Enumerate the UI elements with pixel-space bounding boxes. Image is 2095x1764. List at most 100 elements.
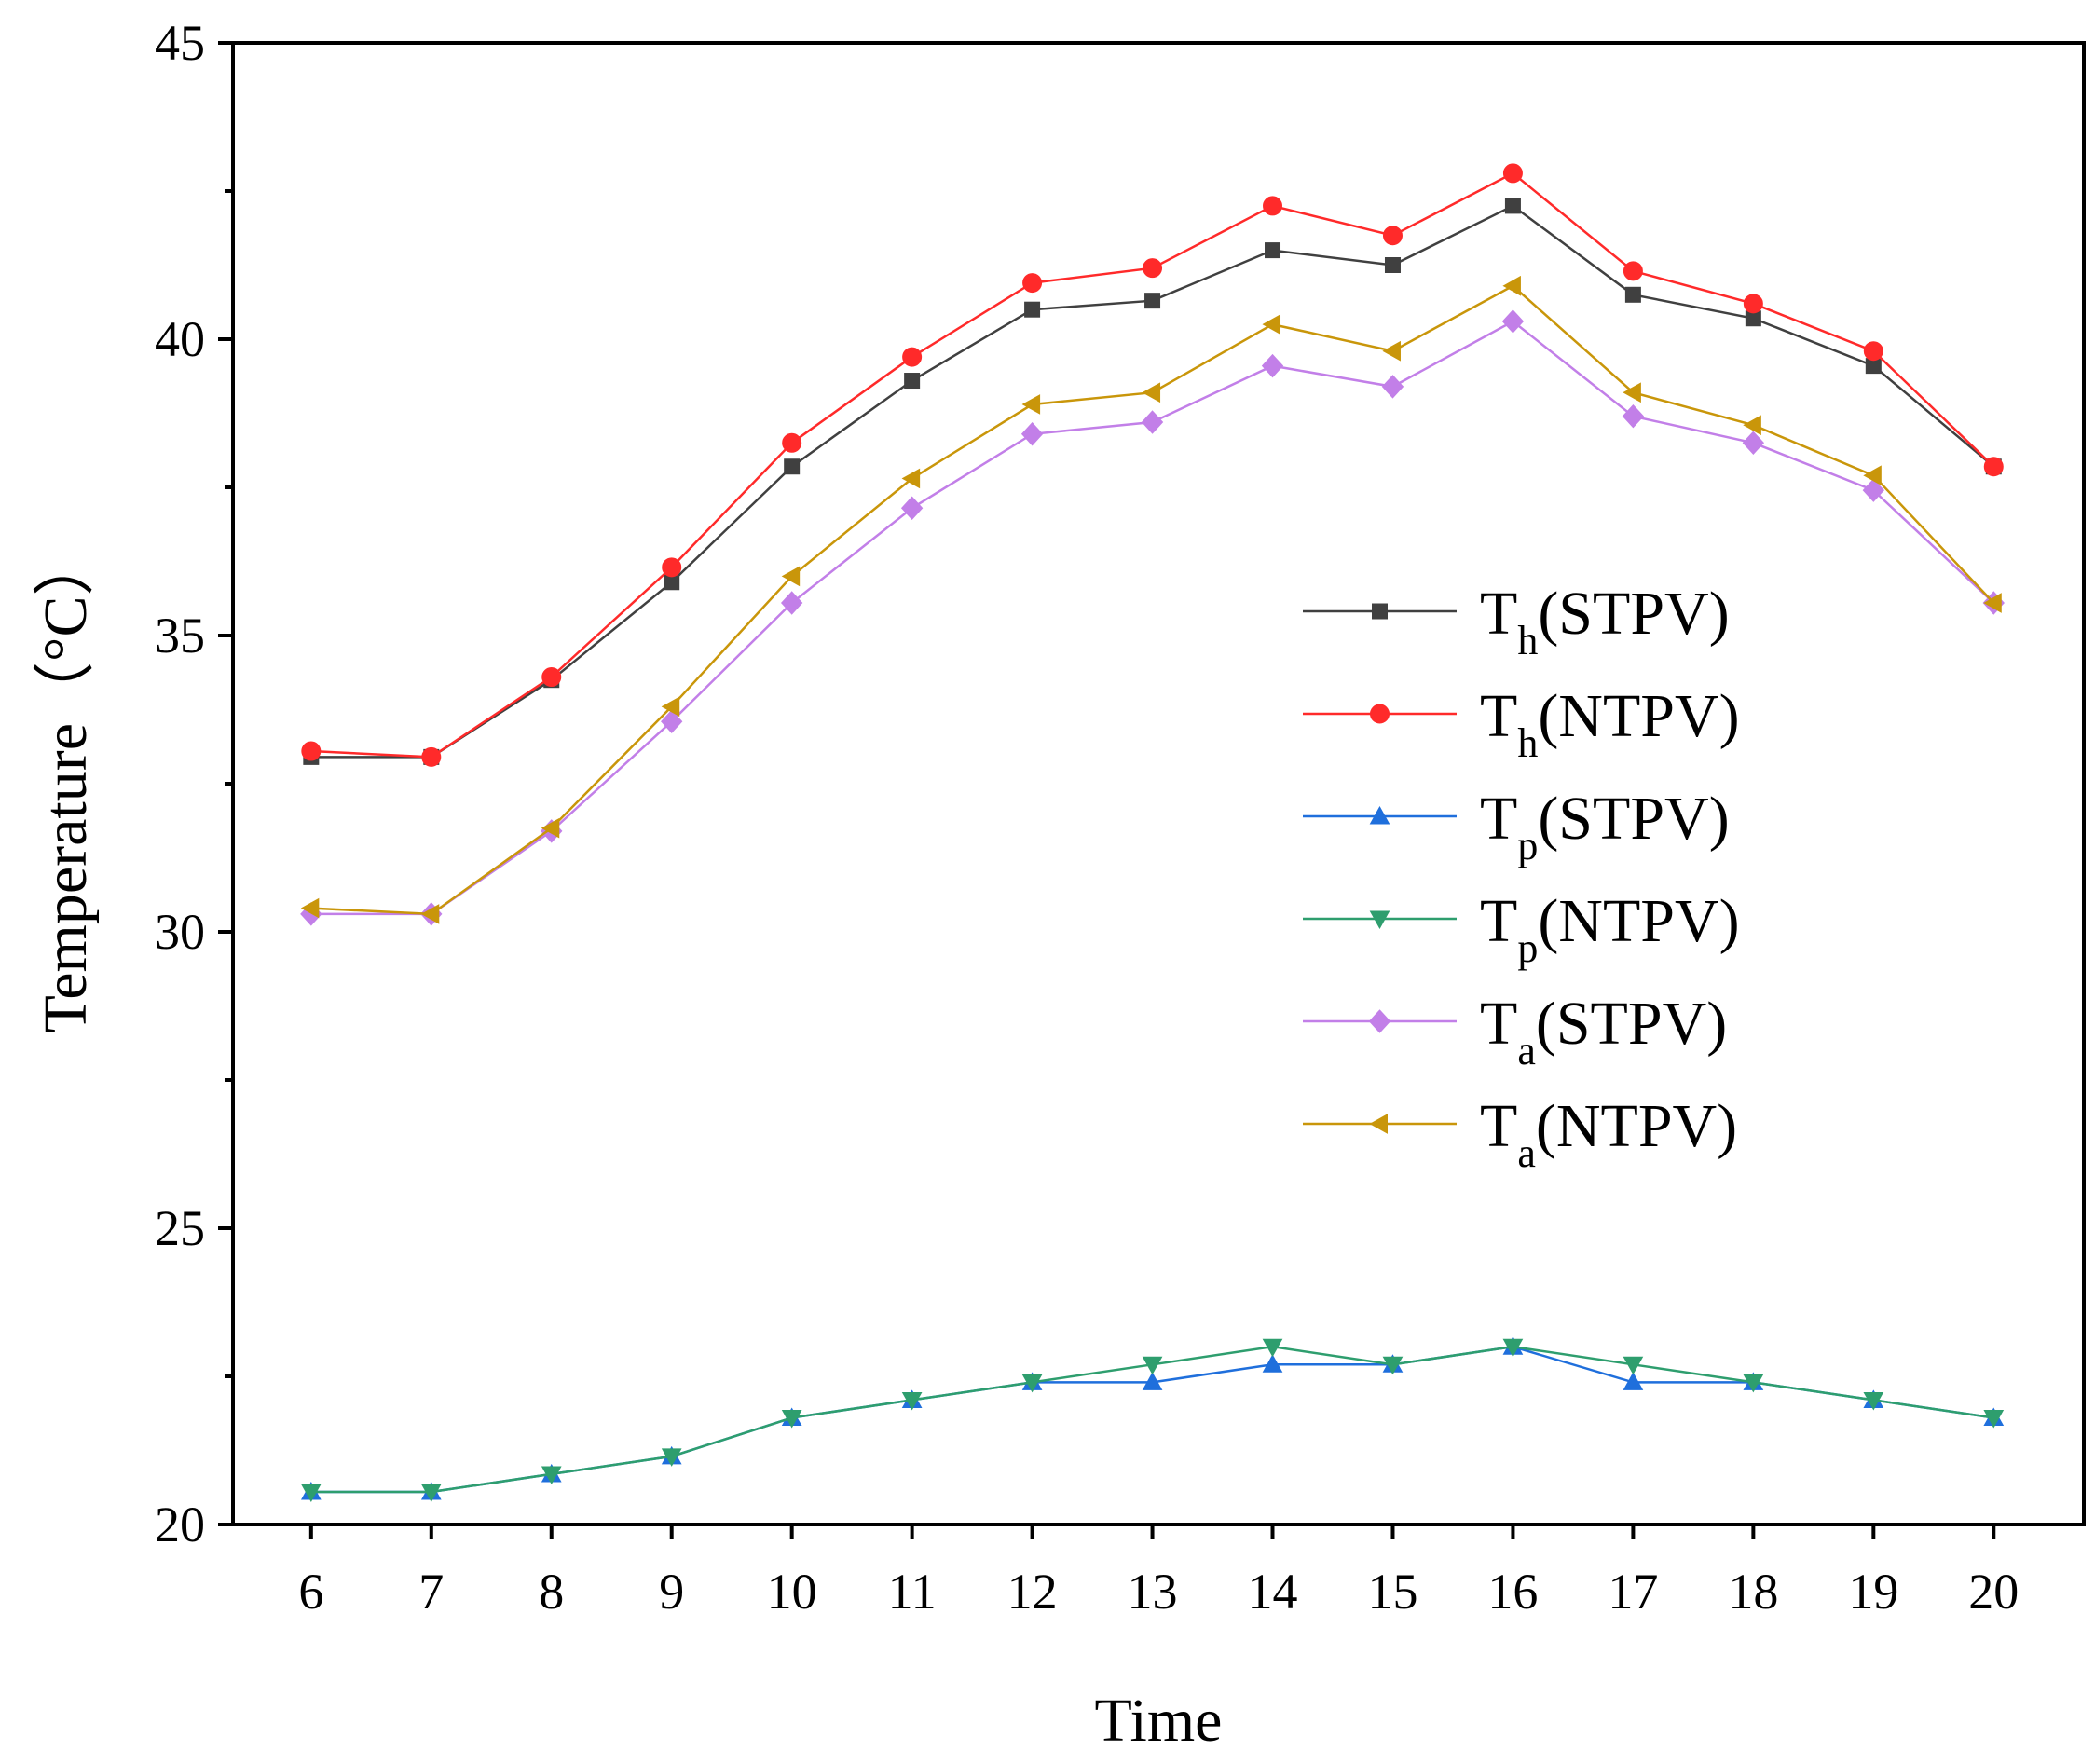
data-point	[1142, 1356, 1163, 1375]
data-point	[902, 347, 923, 367]
data-point	[1022, 273, 1043, 294]
legend: Th(STPV) Th(NTPV) Tp(STPV) Tp(NTPV) Ta(STPV)…	[1303, 580, 1740, 1176]
data-point	[1624, 286, 1641, 303]
data-point	[900, 496, 924, 520]
legend-label: Ta(NTPV)	[1480, 1092, 1737, 1176]
series-layer	[300, 163, 2005, 1503]
data-point	[300, 1484, 322, 1503]
data-point	[782, 432, 802, 453]
data-point	[1862, 478, 1884, 502]
data-point	[420, 1484, 442, 1503]
data-point	[1863, 341, 1883, 362]
data-point	[1384, 257, 1401, 273]
legend-item: Tp(NTPV)	[1303, 887, 1740, 971]
data-point	[1263, 196, 1283, 216]
data-point	[1743, 1374, 1764, 1393]
data-point	[421, 746, 442, 767]
x-tick-label: 15	[1367, 1564, 1417, 1620]
series-line	[310, 204, 1995, 759]
data-point	[1142, 1372, 1163, 1390]
data-point	[784, 458, 801, 475]
data-point	[541, 817, 560, 839]
data-point	[1261, 353, 1284, 378]
x-axis-title: Time	[1095, 1687, 1223, 1755]
legend-marker	[1372, 603, 1388, 620]
data-point	[781, 1410, 802, 1429]
data-point	[661, 696, 680, 718]
data-point	[1742, 431, 1765, 456]
data-point	[781, 566, 801, 587]
x-tick-label: 8	[539, 1564, 564, 1620]
legend-marker	[1369, 910, 1390, 930]
data-point	[1502, 1338, 1524, 1358]
x-tick-label: 7	[418, 1564, 444, 1620]
x-tick-label: 14	[1248, 1564, 1298, 1620]
x-tick-label: 18	[1728, 1564, 1778, 1620]
legend-marker	[1369, 1114, 1388, 1134]
legend-label: Tp(NTPV)	[1480, 887, 1740, 971]
series-Tp(NTPV)	[300, 1338, 2005, 1503]
x-tick-label: 11	[888, 1564, 937, 1620]
legend-item: Ta(NTPV)	[1303, 1092, 1737, 1176]
data-point	[1021, 394, 1041, 415]
data-point	[1501, 309, 1525, 334]
data-point	[1623, 1356, 1644, 1375]
data-point	[1265, 242, 1281, 259]
series-Ta(NTPV)	[300, 275, 2002, 924]
x-tick-label: 19	[1848, 1564, 1898, 1620]
legend-label: Th(STPV)	[1480, 580, 1730, 663]
legend-label: Tp(STPV)	[1480, 785, 1730, 868]
data-point	[1382, 226, 1403, 246]
data-point	[1382, 1356, 1404, 1375]
data-point	[1141, 410, 1164, 434]
data-point	[901, 1391, 923, 1411]
data-point	[1142, 382, 1161, 403]
x-tick-label: 10	[767, 1564, 817, 1620]
legend-item: Th(NTPV)	[1303, 682, 1740, 766]
data-point	[661, 1448, 682, 1467]
x-tick-label: 16	[1487, 1564, 1538, 1620]
x-tick-label: 6	[298, 1564, 323, 1620]
data-point	[1983, 1410, 2005, 1429]
legend-label: Th(NTPV)	[1480, 682, 1740, 766]
y-tick-label: 40	[155, 311, 205, 367]
x-axis-ticks: 6 7 8 9 10 11 12 13 14 15 16 17 18 19 20	[298, 1525, 2019, 1620]
data-point	[1262, 1354, 1283, 1373]
y-tick-label: 30	[155, 904, 205, 960]
data-point	[901, 468, 921, 489]
data-point	[1504, 198, 1521, 214]
data-point	[1622, 403, 1645, 429]
data-point	[904, 373, 921, 390]
data-point	[1623, 382, 1641, 403]
x-tick-label: 20	[1968, 1564, 2019, 1620]
data-point	[662, 557, 682, 578]
legend-item: Ta(STPV)	[1303, 990, 1727, 1073]
legend-marker	[1368, 1009, 1391, 1033]
data-point	[1743, 415, 1761, 436]
data-point	[1863, 465, 1882, 486]
y-tick-label: 25	[155, 1200, 205, 1256]
legend-marker	[1370, 704, 1390, 724]
data-point	[1020, 422, 1044, 446]
data-point	[1262, 314, 1281, 335]
legend-label: Ta(STPV)	[1480, 990, 1727, 1073]
data-point	[780, 591, 803, 615]
data-point	[541, 667, 562, 688]
series-Th(NTPV)	[301, 163, 2004, 767]
data-point	[301, 741, 322, 761]
data-point	[541, 1466, 562, 1484]
data-point	[1743, 294, 1763, 314]
series-line	[310, 320, 1995, 916]
legend-item: Tp(STPV)	[1303, 785, 1730, 868]
data-point	[1024, 301, 1041, 318]
y-axis-title: Temperature（°C）	[32, 535, 100, 1033]
x-tick-label: 17	[1608, 1564, 1658, 1620]
y-tick-label: 20	[155, 1497, 205, 1552]
y-axis-ticks: 20 25 30 35 40 45	[155, 15, 233, 1552]
data-point	[1623, 261, 1643, 281]
data-point	[300, 897, 320, 919]
x-tick-label: 12	[1007, 1564, 1058, 1620]
data-point	[1863, 1391, 1884, 1411]
data-point	[1381, 375, 1404, 399]
